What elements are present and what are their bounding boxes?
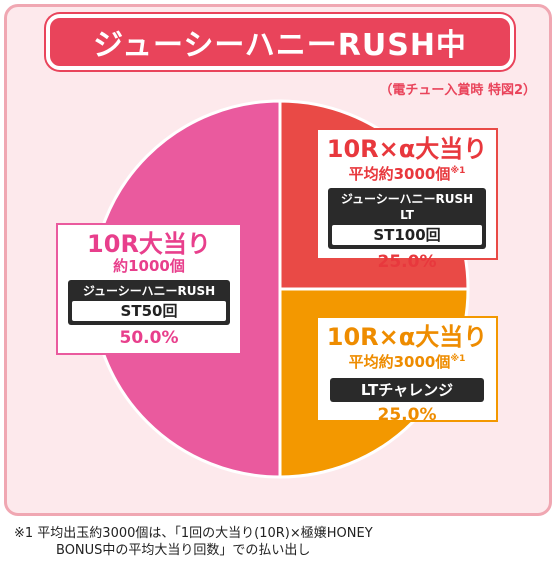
footnote: ※1 平均出玉約3000個は、「1回の大当り(10R)×極嬢HONEY BONU… <box>14 525 373 559</box>
slice-percent: 50.0% <box>119 328 179 348</box>
mode-box: ジューシーハニーRUSH LT ST100回 <box>328 188 486 249</box>
slice-label-rush: 10R大当り 約1000個 ジューシーハニーRUSH ST50回 50.0% <box>56 223 242 355</box>
page-title: ジューシーハニーRUSH中 <box>46 14 514 70</box>
note-mark: ※1 <box>450 354 466 364</box>
slice-title: 10R大当り <box>87 230 211 258</box>
condition-note: （電チュー入賞時 特図2） <box>379 83 536 98</box>
st-count: ST100回 <box>332 225 482 245</box>
footnote-line-1: ※1 平均出玉約3000個は、「1回の大当り(10R)×極嬢HONEY <box>14 526 373 541</box>
st-count: ST50回 <box>72 301 226 321</box>
mode-box: ジューシーハニーRUSH ST50回 <box>68 280 230 325</box>
footnote-line-2: BONUS中の平均大当り回数」での払い出し <box>56 543 311 558</box>
slice-sub: 約1000個 <box>113 257 185 275</box>
slice-sub: 平均約3000個※1 <box>348 353 466 371</box>
slice-title: 10R×α大当り <box>326 323 488 351</box>
slice-label-lt-challenge: 10R×α大当り 平均約3000個※1 LTチャレンジ 25.0% <box>316 316 498 425</box>
slice-percent: 25.0% <box>377 405 437 425</box>
slice-label-lt-rush: 10R×α大当り 平均約3000個※1 ジューシーハニーRUSH LT ST10… <box>316 128 498 272</box>
note-mark: ※1 <box>450 166 466 176</box>
slice-percent: 25.0% <box>377 252 437 272</box>
mode-label: ジューシーハニーRUSH <box>82 284 216 298</box>
mode-label: ジューシーハニーRUSH LT <box>340 192 474 222</box>
slice-title: 10R×α大当り <box>326 135 488 163</box>
mode-label: LTチャレンジ <box>330 378 484 402</box>
slice-sub: 平均約3000個※1 <box>348 165 466 183</box>
